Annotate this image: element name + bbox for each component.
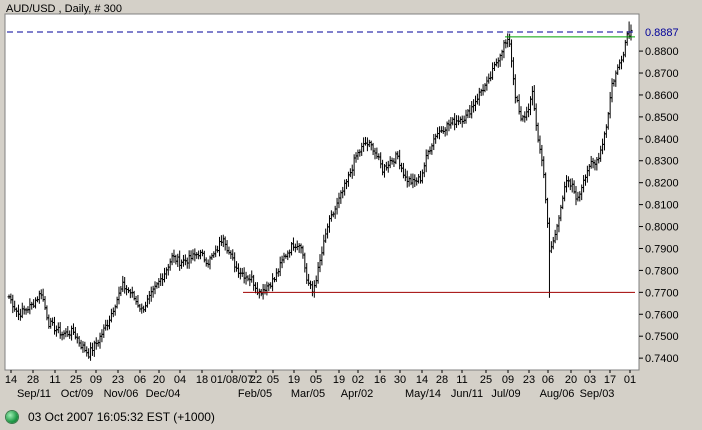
x-month-label: Dec/04	[146, 388, 181, 400]
y-axis: 0.7400 0.7500 0.7600 0.7700 0.7800 0.7900 0.80…	[639, 46, 679, 365]
x-tick-label: 03	[584, 374, 596, 386]
y-tick-label: 0.8500	[645, 112, 679, 124]
ohlc-bar	[629, 24, 633, 41]
x-tick-label: 05	[310, 374, 322, 386]
x-tick-label: 11	[456, 374, 467, 386]
x-tick-label: 25	[480, 374, 492, 386]
x-tick-label: 14	[416, 374, 428, 386]
x-tick-label: 23	[523, 374, 535, 386]
current-price-label: 0.8887	[645, 27, 679, 39]
chart-title: AUD/USD , Daily, # 300	[6, 3, 122, 15]
x-tick-label: 19	[333, 374, 345, 386]
x-month-label: Nov/06	[104, 388, 139, 400]
x-tick-label: 18	[196, 374, 208, 386]
status-timestamp: 03 Oct 2007 16:05:32 EST (+1000)	[28, 410, 215, 424]
y-tick-label: 0.8700	[645, 68, 679, 80]
x-tick-label: 20	[565, 374, 577, 386]
x-tick-label: 09	[90, 374, 102, 386]
y-tick-label: 0.8100	[645, 200, 679, 212]
x-tick-label: 01	[624, 374, 636, 386]
x-tick-label: 23	[112, 374, 124, 386]
y-tick-label: 0.7800	[645, 265, 679, 277]
price-chart[interactable]: 0.7400 0.7500 0.7600 0.7700 0.7800 0.7900 0.80…	[0, 0, 702, 404]
y-tick-label: 0.7600	[645, 309, 679, 321]
x-month-label: Mar/05	[291, 388, 325, 400]
x-tick-label: 02	[352, 374, 364, 386]
x-tick-label: 16	[374, 374, 386, 386]
ohlc-bars	[7, 21, 633, 361]
x-month-label: Sep/03	[580, 388, 615, 400]
y-tick-label: 0.8300	[645, 156, 679, 168]
x-tick-label: 04	[174, 374, 186, 386]
x-tick-label: 14	[5, 374, 17, 386]
x-month-label: Oct/09	[61, 388, 93, 400]
x-month-label: May/14	[405, 388, 441, 400]
y-tick-label: 0.7500	[645, 331, 679, 343]
y-tick-label: 0.8400	[645, 134, 679, 146]
x-tick-label: 17	[604, 374, 616, 386]
x-month-label: Apr/02	[341, 388, 373, 400]
y-tick-label: 0.7400	[645, 353, 679, 365]
x-tick-label: 28	[27, 374, 39, 386]
y-tick-label: 0.8600	[645, 90, 679, 102]
x-tick-label: 09	[502, 374, 514, 386]
x-tick-label: 28	[436, 374, 448, 386]
x-month-label: Feb/05	[238, 388, 272, 400]
y-tick-label: 0.8000	[645, 222, 679, 234]
x-tick-label: 05	[267, 374, 279, 386]
chart-panel[interactable]: 0.7400 0.7500 0.7600 0.7700 0.7800 0.7900 0.80…	[0, 0, 702, 404]
x-tick-label: 30	[394, 374, 406, 386]
x-tick-label: 06	[134, 374, 146, 386]
y-tick-label: 0.8800	[645, 46, 679, 58]
x-month-label: Jun/11	[451, 388, 483, 400]
status-bar: 03 Oct 2007 16:05:32 EST (+1000)	[0, 404, 702, 430]
y-tick-label: 0.7900	[645, 243, 679, 255]
x-tick-label: 11	[49, 374, 60, 386]
x-month-label: Sep/11	[17, 388, 51, 400]
x-tick-label: 20	[153, 374, 165, 386]
x-tick-label: 19	[288, 374, 300, 386]
x-tick-label: 22	[250, 374, 262, 386]
x-tick-label: 06	[542, 374, 554, 386]
connection-status-icon	[6, 411, 18, 423]
y-tick-label: 0.7700	[645, 287, 679, 299]
plot-area[interactable]	[4, 13, 640, 371]
x-month-label: Jul/09	[491, 388, 520, 400]
x-tick-label: 01/08/07	[211, 374, 254, 386]
x-tick-label: 25	[70, 374, 82, 386]
x-month-label: Aug/06	[540, 388, 575, 400]
y-tick-label: 0.8200	[645, 178, 679, 190]
